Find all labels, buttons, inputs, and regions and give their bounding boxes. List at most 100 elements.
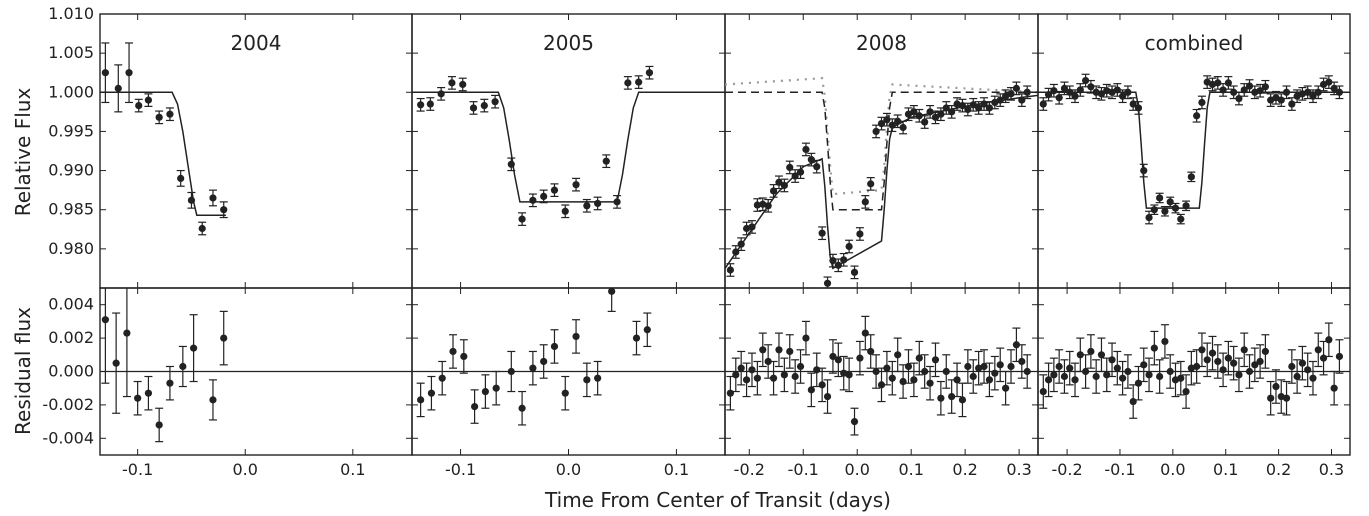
residual-point — [807, 372, 816, 408]
data-point — [134, 394, 142, 402]
residual-point — [1001, 370, 1010, 406]
data-point — [850, 418, 859, 426]
data-point — [910, 376, 918, 384]
residual-point — [582, 362, 591, 398]
data-point — [872, 367, 880, 376]
residual-point — [561, 375, 570, 411]
data-point — [469, 104, 478, 112]
data-point — [1076, 351, 1084, 359]
residual-point — [1086, 334, 1095, 369]
data-point — [1081, 76, 1090, 85]
flux-point — [764, 198, 773, 213]
residual-point — [101, 288, 110, 384]
residual-point — [1092, 359, 1101, 394]
data-point — [818, 381, 826, 389]
residual-point — [1166, 354, 1175, 389]
residual-point — [133, 380, 142, 416]
flux-point — [426, 97, 435, 111]
residual-point — [1203, 342, 1212, 378]
residual-point — [791, 359, 800, 394]
data-point — [1288, 100, 1296, 108]
data-point — [1182, 202, 1190, 210]
data-point — [894, 351, 902, 359]
data-point — [969, 101, 977, 109]
data-point — [899, 377, 907, 386]
data-point — [1325, 336, 1333, 344]
y-tick-label-bottom: -0.002 — [42, 395, 94, 414]
flux-point — [818, 226, 827, 241]
residual-point — [893, 337, 902, 373]
data-point — [1129, 397, 1137, 406]
data-point — [187, 196, 196, 204]
residual-point — [528, 350, 537, 386]
data-point — [1235, 371, 1243, 379]
flux-point — [1182, 200, 1191, 212]
flux-point — [915, 108, 924, 123]
data-point — [964, 105, 972, 114]
residual-point — [1139, 347, 1148, 383]
residual-point — [850, 407, 859, 436]
data-point — [737, 240, 745, 248]
flux-point — [774, 175, 783, 190]
flux-point — [198, 221, 207, 236]
data-point — [1023, 88, 1031, 96]
data-point — [1298, 359, 1307, 367]
data-point — [417, 396, 425, 404]
flux-point — [176, 169, 185, 187]
data-point — [813, 366, 821, 374]
residual-point — [1256, 344, 1265, 379]
data-point — [1097, 351, 1106, 359]
residual-point — [1039, 374, 1048, 409]
residual-point — [958, 382, 967, 418]
flux-point — [1123, 85, 1132, 100]
x-tick-label: -0.2 — [1051, 460, 1082, 479]
data-point — [1007, 90, 1015, 98]
residual-point — [1108, 342, 1117, 378]
data-point — [643, 326, 651, 334]
flux-point — [582, 198, 591, 213]
data-point — [1293, 372, 1301, 381]
data-point — [1256, 357, 1264, 366]
residual-point — [1208, 335, 1217, 371]
data-point — [1161, 337, 1169, 346]
residual-point — [931, 342, 940, 378]
residual-point — [985, 362, 994, 398]
data-point — [1277, 96, 1285, 104]
data-point — [135, 101, 143, 110]
residual-point — [1250, 347, 1259, 383]
data-point — [1156, 372, 1164, 381]
residual-point — [828, 339, 837, 374]
flux-point — [969, 97, 978, 112]
data-point — [518, 215, 526, 223]
residual-point — [518, 390, 527, 426]
y-tick-label-bottom: 0.000 — [48, 362, 94, 381]
residual-point — [1123, 354, 1132, 389]
data-point — [1240, 346, 1248, 354]
x-tick-label: 0.1 — [898, 460, 923, 479]
data-point — [894, 117, 902, 125]
flux-panel-frame — [411, 13, 726, 289]
flux-point — [602, 154, 611, 169]
residual-point — [643, 312, 652, 348]
data-point — [540, 357, 548, 366]
residual-point — [1097, 337, 1106, 373]
data-point — [926, 108, 934, 116]
data-point — [438, 374, 446, 382]
flux-point — [834, 258, 843, 273]
y-tick-label-bottom: -0.004 — [42, 428, 94, 447]
data-point — [1055, 362, 1063, 371]
data-point — [179, 362, 187, 371]
flux-point — [1001, 89, 1010, 104]
data-point — [125, 69, 133, 77]
flux-point — [613, 195, 622, 209]
residual-point — [855, 340, 864, 376]
panel-title: 2008 — [856, 31, 907, 55]
data-point — [1309, 374, 1317, 382]
flux-point — [726, 263, 735, 277]
panel-4: combined -0.2 -0.1 0.0 0.1 0.2 0.3 — [1037, 13, 1351, 479]
data-point — [1108, 356, 1116, 364]
x-tick-label: 0.0 — [1160, 460, 1185, 479]
data-point — [1050, 87, 1058, 95]
residual-point — [915, 340, 924, 376]
data-point — [1272, 382, 1280, 391]
